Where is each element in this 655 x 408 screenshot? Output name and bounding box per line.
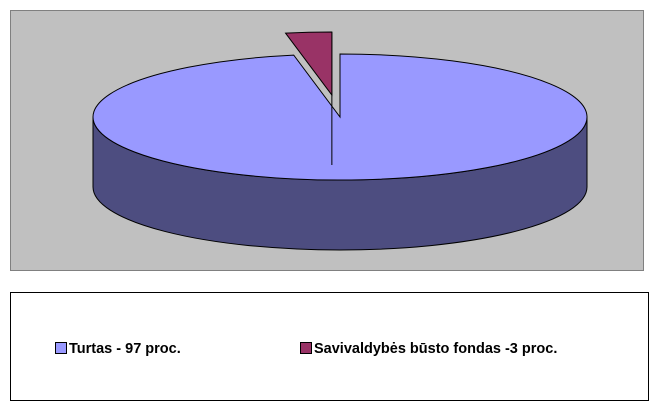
legend-box xyxy=(10,292,649,401)
pie xyxy=(92,31,588,251)
legend-swatch xyxy=(300,342,312,354)
legend: Turtas - 97 proc. Savivaldybės būsto fond… xyxy=(55,341,557,357)
legend-label: Turtas - 97 proc. xyxy=(69,341,181,357)
legend-label: Savivaldybės būsto fondas -3 proc. xyxy=(314,341,557,357)
slice xyxy=(92,53,588,181)
slice xyxy=(284,31,333,97)
legend-swatch xyxy=(55,342,67,354)
